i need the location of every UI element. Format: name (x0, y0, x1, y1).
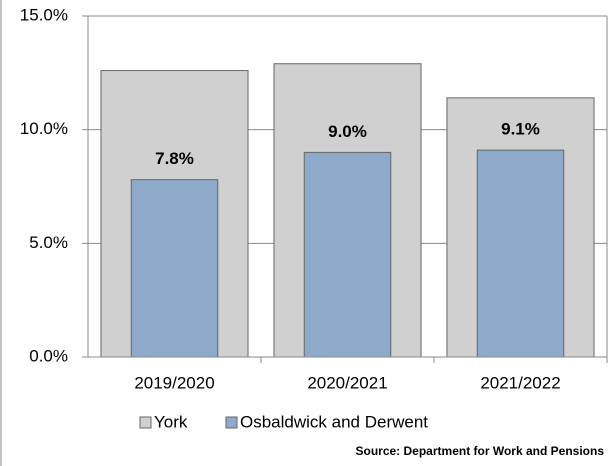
legend-label: Osbaldwick and Derwent (240, 412, 428, 431)
y-tick-label: 0.0% (29, 346, 68, 365)
bar (476, 149, 565, 358)
legend-swatch (225, 416, 238, 429)
x-tick-label: 2019/2020 (134, 373, 214, 392)
bar (130, 179, 219, 358)
bar (303, 151, 392, 358)
x-tick-label: 2021/2022 (480, 373, 560, 392)
data-label: 9.0% (328, 122, 367, 141)
legend-label: York (154, 412, 188, 431)
source-note: Source: Department for Work and Pensions (356, 444, 605, 458)
data-label: 9.1% (501, 120, 540, 139)
legend-swatch (139, 416, 152, 429)
x-tick-label: 2020/2021 (307, 373, 387, 392)
data-label: 7.8% (155, 149, 194, 168)
y-tick-label: 5.0% (29, 233, 68, 252)
y-tick-label: 10.0% (20, 119, 68, 138)
y-tick-label: 15.0% (20, 5, 68, 24)
